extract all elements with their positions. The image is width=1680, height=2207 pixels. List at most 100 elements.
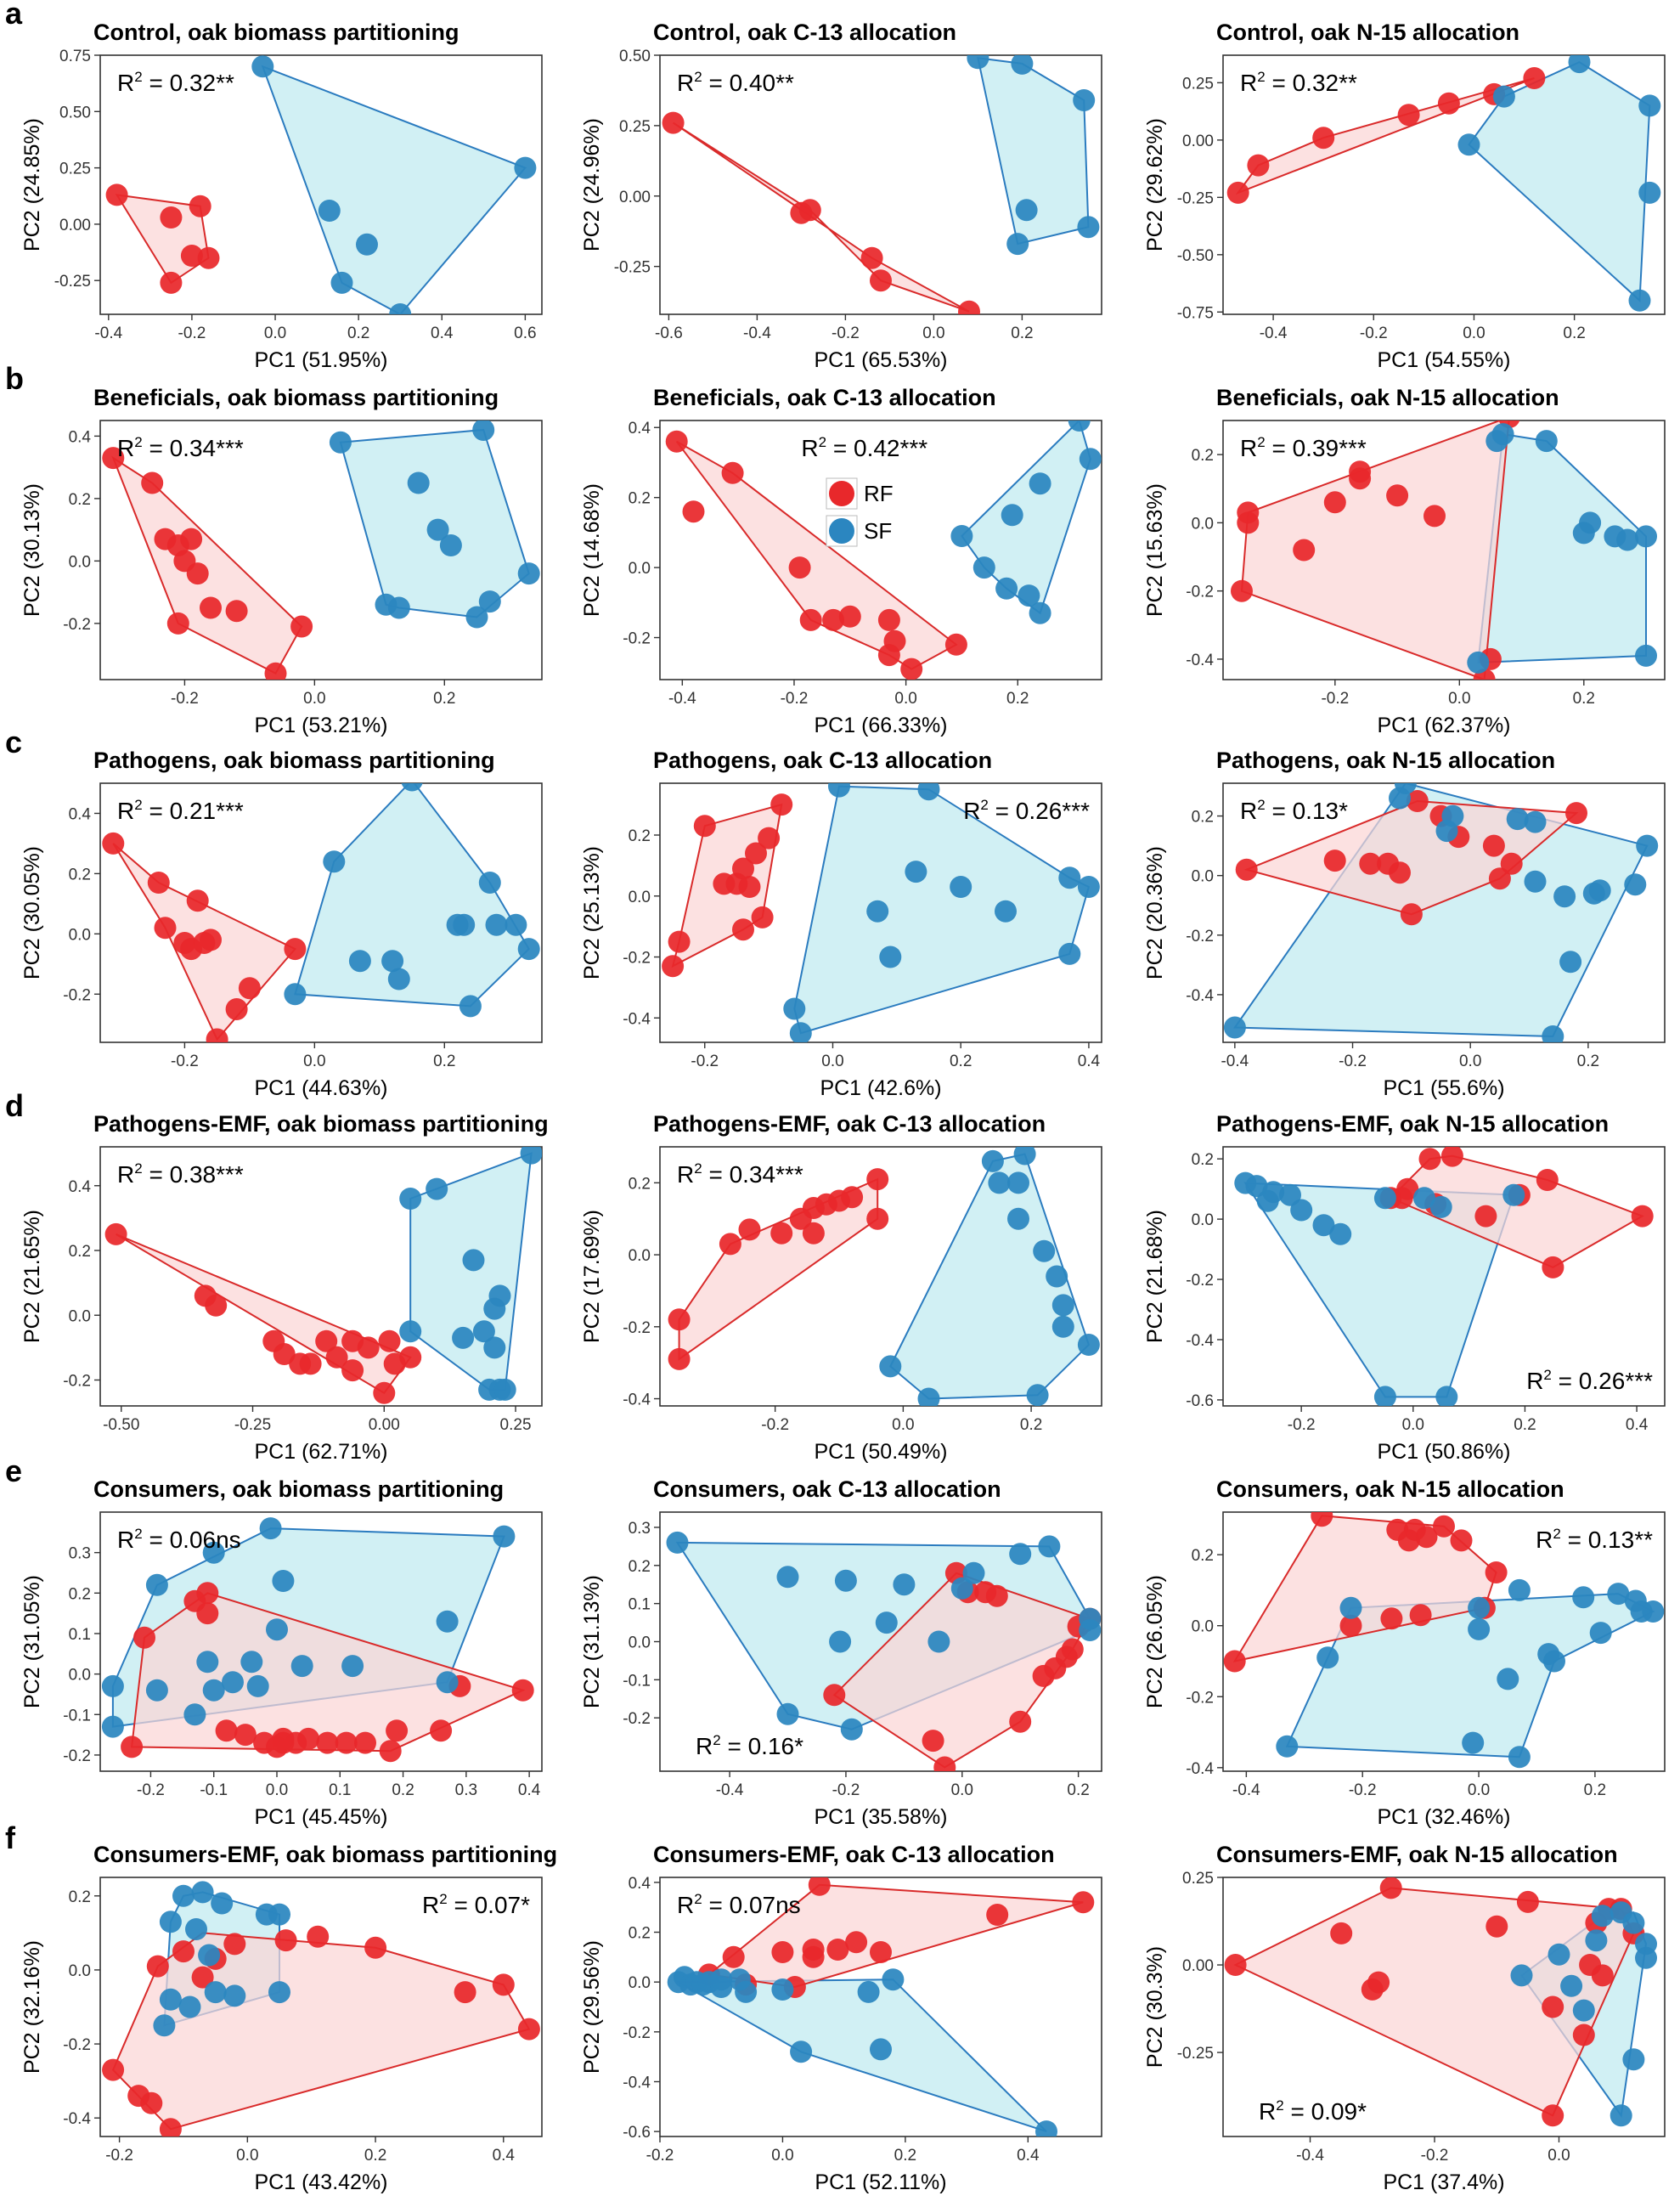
sf-point: [783, 997, 806, 1020]
scatter-panel: Beneficials, oak C-13 allocation -0.4 -0.2…: [580, 385, 1102, 737]
rf-point: [1482, 834, 1505, 857]
sf-point: [436, 1671, 459, 1694]
panel-title: Consumers-EMF, oak C-13 allocation: [653, 1842, 1055, 1867]
rf-point: [721, 461, 744, 484]
rf-point: [944, 633, 967, 656]
sf-point: [1457, 133, 1480, 156]
rf-point: [197, 246, 220, 269]
rf-point: [378, 1329, 401, 1352]
sf-point: [1245, 1175, 1268, 1198]
sf-point: [1560, 1974, 1583, 1997]
rf-point: [1542, 1256, 1564, 1278]
r2-annotation: R2 = 0.26***: [963, 797, 1090, 824]
sf-point: [828, 783, 850, 798]
x-tick-label: 0.0: [922, 325, 944, 342]
sf-point: [452, 1326, 475, 1349]
sf-point: [381, 950, 404, 973]
scatter-panel: Consumers, oak N-15 allocation -0.4 -0.2 0.…: [1143, 1476, 1666, 1829]
panel-title: Consumers, oak biomass partitioning: [93, 1476, 504, 1502]
rf-point: [1339, 1614, 1362, 1637]
sf-point: [967, 55, 989, 70]
r2-annotation: R2 = 0.40**: [677, 69, 794, 96]
rf-point: [133, 1626, 155, 1649]
rf-point: [430, 1719, 453, 1742]
y-tick-label: 0.0: [69, 1667, 91, 1685]
sf-point: [240, 1651, 263, 1674]
x-tick-label: -0.2: [137, 1781, 165, 1799]
x-tick-label: 0.0: [303, 690, 325, 708]
rf-point: [662, 955, 685, 978]
plot-area: [662, 55, 1100, 314]
scatter-panel: Consumers, oak C-13 allocation -0.4 -0.2 0.…: [580, 1476, 1102, 1829]
y-tick-label: 0.75: [59, 48, 91, 65]
sf-point: [1435, 1386, 1458, 1406]
sf-point: [1572, 1586, 1595, 1609]
sf-point: [198, 1944, 221, 1967]
y-tick-label: 0.00: [1182, 133, 1214, 150]
y-tick-label: 0.2: [1192, 809, 1214, 827]
panel-title: Beneficials, oak N-15 allocation: [1216, 385, 1559, 410]
rf-point: [870, 1941, 892, 1963]
legend-item-sf: SF: [826, 515, 892, 547]
x-tick-label: 0.2: [364, 2147, 386, 2165]
y-tick-label: -0.4: [1186, 987, 1214, 1005]
y-tick-label: -0.4: [1186, 652, 1214, 669]
x-tick-label: 0.2: [392, 1781, 414, 1799]
x-tick-label: 0.4: [431, 325, 454, 342]
y-tick-label: 0.0: [629, 889, 651, 906]
x-tick-label: 0.2: [1006, 690, 1029, 708]
rf-point: [234, 1724, 257, 1747]
sf-point: [465, 606, 488, 629]
sf-point: [905, 861, 927, 883]
rf-point: [870, 269, 892, 292]
x-tick-label: 0.4: [518, 1781, 541, 1799]
rf-point: [146, 1955, 169, 1978]
y-tick-label: 0.2: [1192, 1151, 1214, 1169]
x-tick-label: -0.2: [1421, 2147, 1449, 2165]
sf-point: [387, 968, 410, 991]
sf-point: [196, 1651, 219, 1674]
x-tick-label: 0.2: [1573, 690, 1595, 708]
rf-point: [1061, 1638, 1084, 1661]
y-tick-label: -0.2: [63, 616, 91, 634]
scatter-panel: Consumers, oak biomass partitioning -0.2 -…: [20, 1476, 543, 1829]
sf-point: [1013, 1147, 1036, 1166]
y-tick-label: -0.2: [623, 1710, 651, 1728]
rf-point: [713, 872, 736, 895]
x-axis-label: PC1 (42.6%): [820, 1076, 941, 1100]
sf-point: [875, 1612, 898, 1634]
y-tick-label: 0.0: [69, 926, 91, 944]
rf-point: [922, 1730, 944, 1753]
panel-title: Beneficials, oak biomass partitioning: [93, 385, 499, 410]
sf-point: [284, 983, 307, 1006]
y-tick-label: 0.0: [1192, 1618, 1214, 1636]
plot-area: [1234, 1147, 1654, 1406]
sf-point: [348, 950, 371, 973]
rf-point: [1485, 1561, 1508, 1583]
y-tick-label: 0.0: [69, 1962, 91, 1980]
x-tick-label: 0.2: [1020, 1416, 1042, 1434]
y-tick-label: -0.1: [623, 1672, 651, 1690]
x-tick-label: 0.6: [514, 325, 536, 342]
plot-area: [104, 1147, 542, 1404]
sf-point: [183, 1703, 206, 1726]
sf-point: [1468, 1596, 1491, 1619]
y-tick-label: -0.25: [1177, 189, 1214, 207]
x-axis-label: PC1 (62.71%): [254, 1440, 387, 1464]
x-tick-label: -0.2: [171, 1053, 199, 1070]
rf-point: [316, 1731, 339, 1754]
rf-point: [662, 111, 685, 134]
sf-point: [172, 1884, 194, 1907]
x-tick-label: 0.2: [894, 2147, 916, 2165]
sf-point: [1015, 199, 1038, 222]
x-tick-label: -0.2: [1339, 1053, 1367, 1070]
rf-point: [1474, 1205, 1497, 1228]
x-axis-label: PC1 (32.46%): [1377, 1805, 1510, 1829]
y-tick-label: -0.2: [63, 1373, 91, 1391]
rf-point: [159, 2118, 182, 2136]
y-axis-label: PC2 (20.36%): [1143, 846, 1167, 979]
sf-point: [950, 1577, 973, 1600]
x-axis-label: PC1 (43.42%): [254, 2170, 387, 2194]
sf-point: [514, 156, 537, 179]
y-tick-label: -0.2: [1186, 584, 1214, 601]
